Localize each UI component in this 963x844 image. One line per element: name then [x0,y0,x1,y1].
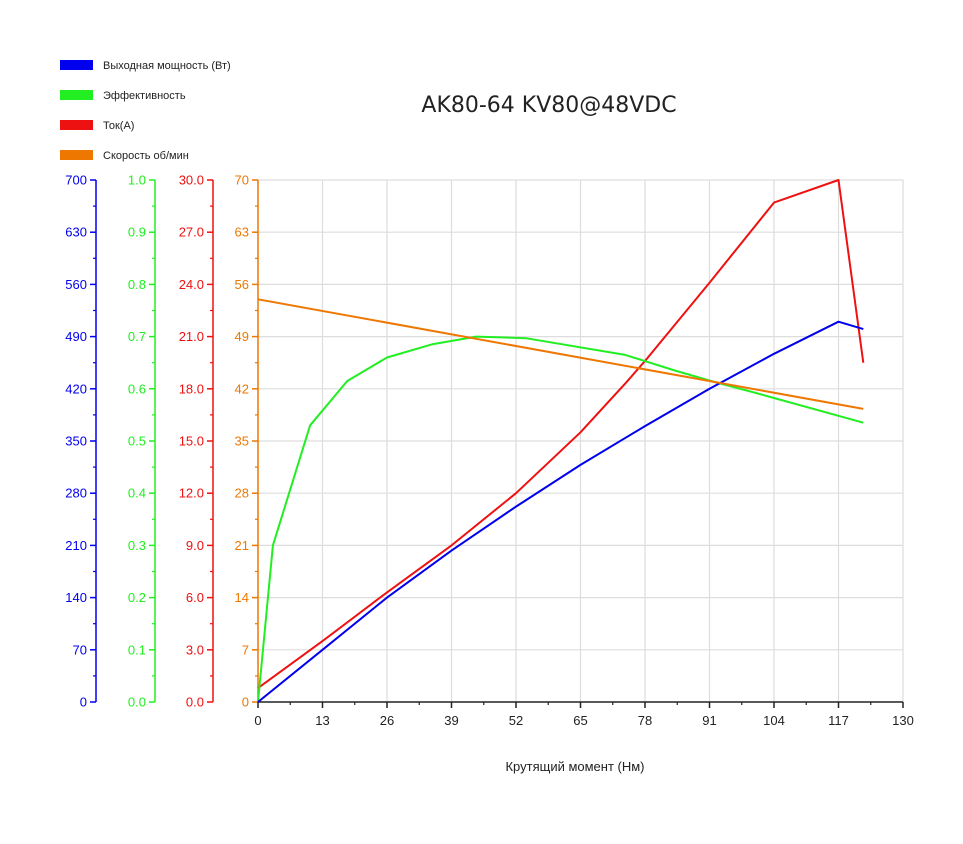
legend-item-current: Ток(А) [60,120,134,132]
y-tick-label-power: 70 [73,642,87,657]
grid [258,179,904,702]
y-axes: 0701402102803504204905606307000.00.10.20… [65,173,259,710]
y-tick-label-efficiency: 0.4 [128,486,146,501]
y-tick-label-speed: 42 [235,381,249,396]
x-tick-label: 104 [763,713,785,728]
legend-swatch [60,120,93,130]
y-tick-label-current: 3.0 [186,642,204,657]
y-axis-speed: 0 7 14 21 28 35 42 49 56 63 70 [235,173,259,710]
y-tick-label-efficiency: 1.0 [128,173,146,188]
y-tick-label-efficiency: 0.0 [128,695,146,710]
y-axis-power: 0 70 140 210 280 350 420 490 560 630 700 [65,173,97,710]
y-tick-label-efficiency: 0.3 [128,538,146,553]
x-tick-label: 0 [254,713,261,728]
legend-label: Эффективность [103,90,186,102]
y-tick-label-power: 490 [65,329,87,344]
legend-swatch [60,150,93,160]
legend-item-efficiency: Эффективность [60,90,186,102]
series-lines [257,179,865,703]
y-tick-label-speed: 70 [235,173,249,188]
series-line-power [257,320,864,703]
x-tick-label: 26 [380,713,394,728]
x-axis: 0 13 26 39 52 65 78 91 104 117 130 [254,701,914,728]
y-tick-label-power: 700 [65,173,87,188]
y-tick-label-efficiency: 0.9 [128,225,146,240]
legend-swatch [60,60,93,70]
series-line-speed [257,298,864,410]
legend-swatch [60,90,93,100]
y-tick-label-current: 12.0 [179,486,204,501]
y-tick-label-speed: 7 [242,642,249,657]
x-tick-label: 130 [892,713,914,728]
y-tick-label-power: 560 [65,277,87,292]
x-tick-label: 78 [638,713,652,728]
legend-item-power: Выходная мощность (Вт) [60,60,231,72]
x-tick-label: 52 [509,713,523,728]
y-tick-label-current: 9.0 [186,538,204,553]
y-axis-efficiency: 0.0 0.1 0.2 0.3 0.4 0.5 0.6 0.7 0.8 0.9 1.0 [128,173,156,710]
y-tick-label-speed: 0 [242,695,249,710]
x-tick-label: 91 [702,713,716,728]
y-tick-label-current: 15.0 [179,434,204,449]
y-tick-label-speed: 14 [235,590,249,605]
y-tick-label-current: 27.0 [179,225,204,240]
x-tick-label: 13 [315,713,329,728]
y-tick-label-power: 420 [65,381,87,396]
y-tick-label-current: 21.0 [179,329,204,344]
y-axis-current: 0.0 3.0 6.0 9.0 12.0 15.0 18.0 21.0 24.0 27.0 30.0 [179,173,214,710]
x-tick-label: 65 [573,713,587,728]
legend: Выходная мощность (Вт) Эффективность Ток(А… [60,60,231,162]
y-tick-label-power: 350 [65,434,87,449]
y-tick-label-power: 280 [65,486,87,501]
series-line-current [257,179,865,689]
x-axis-label: Крутящий момент (Нм) [505,759,644,774]
y-tick-label-current: 18.0 [179,381,204,396]
y-tick-label-efficiency: 0.7 [128,329,146,344]
y-tick-label-speed: 56 [235,277,249,292]
y-tick-label-power: 140 [65,590,87,605]
y-tick-label-efficiency: 0.5 [128,434,146,449]
legend-label: Ток(А) [103,120,134,132]
y-tick-label-efficiency: 0.6 [128,381,146,396]
legend-label: Выходная мощность (Вт) [103,60,231,72]
y-tick-label-power: 210 [65,538,87,553]
y-tick-label-current: 0.0 [186,695,204,710]
y-tick-label-power: 0 [80,695,87,710]
x-tick-label: 117 [828,713,849,728]
y-tick-label-speed: 49 [235,329,249,344]
y-tick-label-current: 24.0 [179,277,204,292]
y-tick-label-current: 30.0 [179,173,204,188]
legend-label: Скорость об/мин [103,150,189,162]
y-tick-label-speed: 28 [235,486,249,501]
series-line-efficiency [257,335,864,703]
y-tick-label-efficiency: 0.8 [128,277,146,292]
y-tick-label-power: 630 [65,225,87,240]
y-tick-label-current: 6.0 [186,590,204,605]
chart-title: AK80-64 KV80@48VDC [421,93,676,118]
y-tick-label-speed: 35 [235,434,249,449]
y-tick-label-speed: 63 [235,225,249,240]
y-tick-label-efficiency: 0.2 [128,590,146,605]
x-tick-label: 39 [444,713,458,728]
legend-item-speed: Скорость об/мин [60,150,189,162]
y-tick-label-efficiency: 0.1 [128,642,146,657]
y-tick-label-speed: 21 [235,538,249,553]
